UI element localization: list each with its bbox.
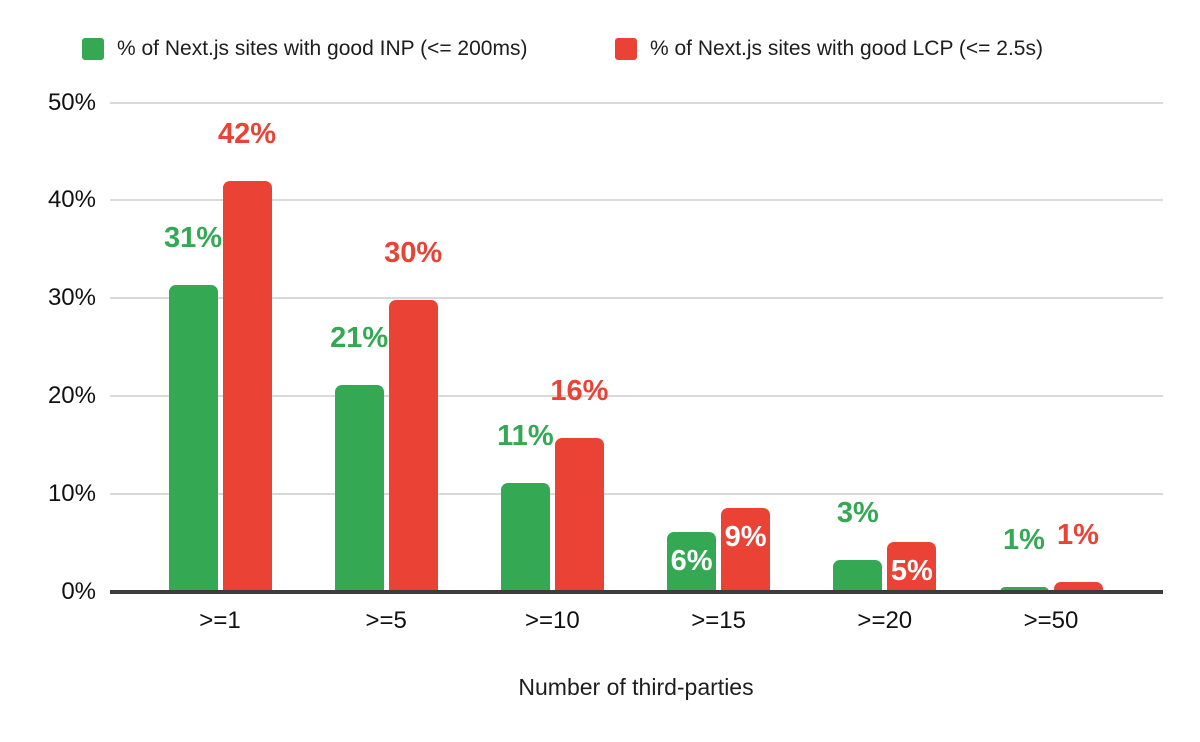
bar-label-inp: 11% xyxy=(497,420,554,453)
x-axis-tick-label: >=20 xyxy=(857,607,913,634)
x-axis-tick-label: >=50 xyxy=(1023,607,1079,634)
bar-lcp xyxy=(1053,582,1103,592)
y-axis-tick-label: 50% xyxy=(47,88,96,116)
bar-label-lcp: 16% xyxy=(550,375,609,408)
bar-lcp xyxy=(554,438,604,592)
gridline xyxy=(110,199,1163,202)
legend-item: % of Next.js sites with good LCP (<= 2.5… xyxy=(615,38,1043,60)
y-axis-tick-label: 30% xyxy=(47,284,96,312)
x-axis-line xyxy=(110,590,1163,594)
gridline xyxy=(110,493,1163,496)
x-axis-tick-label: >=15 xyxy=(691,607,746,634)
bar-lcp xyxy=(887,542,937,592)
gridline xyxy=(110,395,1163,398)
bar-label-lcp: 5% xyxy=(890,555,933,588)
x-axis-title: Number of third-parties xyxy=(518,674,754,700)
bar-label-lcp: 1% xyxy=(1057,519,1099,552)
bar-lcp xyxy=(222,180,272,592)
bar-label-lcp: 9% xyxy=(724,520,767,553)
bar-inp xyxy=(334,385,384,592)
legend-item: % of Next.js sites with good INP (<= 200… xyxy=(82,38,527,60)
bar-label-lcp: 30% xyxy=(384,237,443,270)
bar-inp xyxy=(833,559,883,592)
bar-label-inp: 31% xyxy=(163,221,223,254)
x-axis-tick-label: >=5 xyxy=(365,607,407,634)
legend-item-label: % of Next.js sites with good LCP (<= 2.5… xyxy=(650,37,1043,60)
bar-inp xyxy=(999,587,1049,592)
legend-item-label: % of Next.js sites with good INP (<= 200… xyxy=(117,37,528,60)
gridline xyxy=(110,297,1163,300)
bar-label-inp: 1% xyxy=(1003,524,1045,557)
bar-label-lcp: 42% xyxy=(217,117,277,150)
bar-label-inp: 6% xyxy=(670,545,713,578)
x-axis-tick-label: >=10 xyxy=(525,607,580,634)
bar-label-inp: 3% xyxy=(836,496,879,529)
bar-lcp xyxy=(721,507,771,592)
legend-swatch-icon xyxy=(615,38,637,60)
bar-inp xyxy=(168,284,218,592)
bar-lcp xyxy=(388,300,438,592)
y-axis-tick-label: 10% xyxy=(47,480,96,508)
legend-swatch-icon xyxy=(82,38,104,60)
gridline xyxy=(110,101,1163,104)
y-axis-tick-label: 0% xyxy=(61,578,96,605)
y-axis-tick-label: 40% xyxy=(47,186,96,214)
bar-label-inp: 21% xyxy=(330,322,389,355)
y-axis-tick-label: 20% xyxy=(47,382,96,410)
x-axis-tick-label: >=1 xyxy=(199,607,241,634)
bar-inp xyxy=(500,483,550,592)
bar-inp xyxy=(667,532,717,592)
